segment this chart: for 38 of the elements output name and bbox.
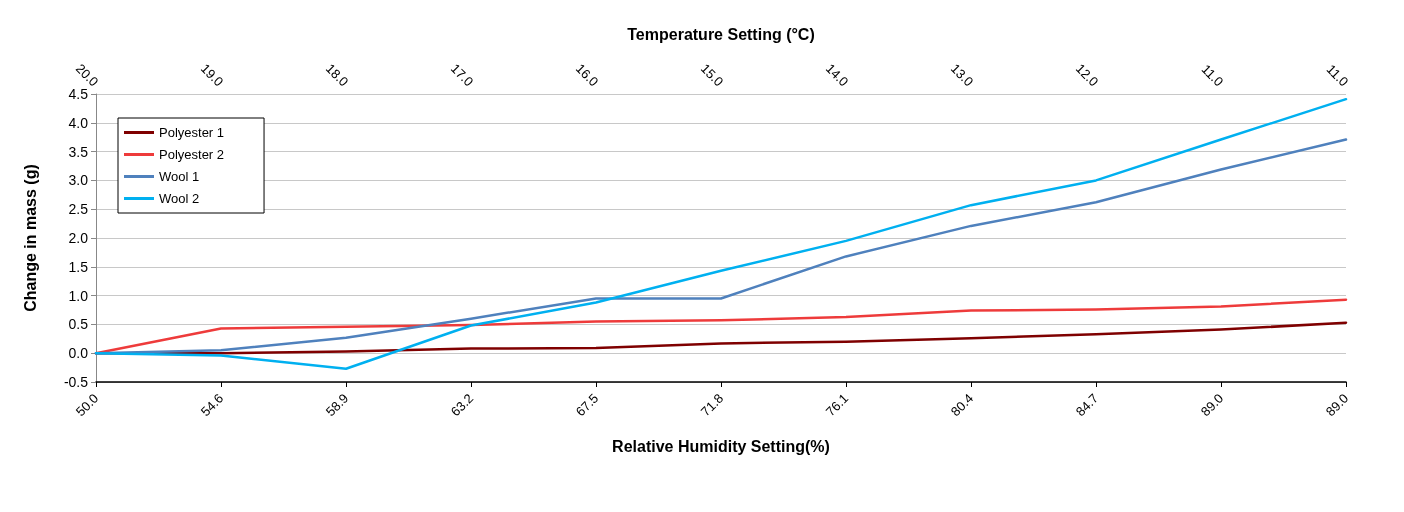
- y-tick-label: -0.5: [63, 374, 89, 390]
- x-tick-label: 89.0: [1197, 390, 1227, 420]
- legend-label: Polyester 1: [159, 125, 225, 140]
- x-axis-title: Relative Humidity Setting(%): [612, 437, 830, 455]
- x2-axis-title: Temperature Setting (°C): [627, 25, 815, 43]
- x-tick-label: 50.0: [72, 390, 102, 420]
- y-tick-label: 3.0: [68, 172, 89, 189]
- legend-label: Wool 2: [159, 191, 200, 206]
- y-tick-label: 0.0: [68, 345, 89, 362]
- y-tick-label: 2.0: [68, 230, 89, 246]
- text: 12.0: [1072, 60, 1102, 90]
- text: 11.0: [1198, 61, 1227, 90]
- line-series: [94, 97, 1348, 370]
- y-tick-label: 3.5: [68, 143, 89, 160]
- text: 15.0: [697, 60, 727, 90]
- y-tick-label: 0.5: [68, 316, 89, 333]
- x-tick-label: 58.9: [322, 390, 352, 420]
- x-tick-label: 54.6: [197, 390, 227, 420]
- x-tick-label: 67.5: [572, 390, 602, 420]
- text: 11.0: [1323, 61, 1352, 90]
- legend-label: Polyester 2: [159, 147, 225, 162]
- text: 19.0: [197, 60, 227, 90]
- y-tick-label: 1.0: [68, 287, 89, 304]
- legend-label: Wool 1: [159, 169, 200, 184]
- y-tick-label: 2.5: [68, 201, 89, 218]
- x-tick-label: 89.0: [1322, 390, 1352, 420]
- x-tick-label: 63.2: [447, 390, 477, 420]
- y-axis-title: Change in mass (g): [21, 164, 39, 312]
- x-tick-label: 71.8: [697, 390, 727, 420]
- text: 17.0: [447, 60, 477, 90]
- text: 13.0: [947, 60, 977, 90]
- x-tick-label: 76.1: [822, 390, 852, 420]
- text: 16.0: [572, 60, 602, 90]
- y-tick-label: 4.0: [68, 114, 89, 131]
- y-tick-label: 1.5: [68, 258, 89, 275]
- text: 14.0: [822, 60, 852, 90]
- x-tick-label: 80.4: [947, 390, 977, 420]
- text: 18.0: [322, 60, 352, 90]
